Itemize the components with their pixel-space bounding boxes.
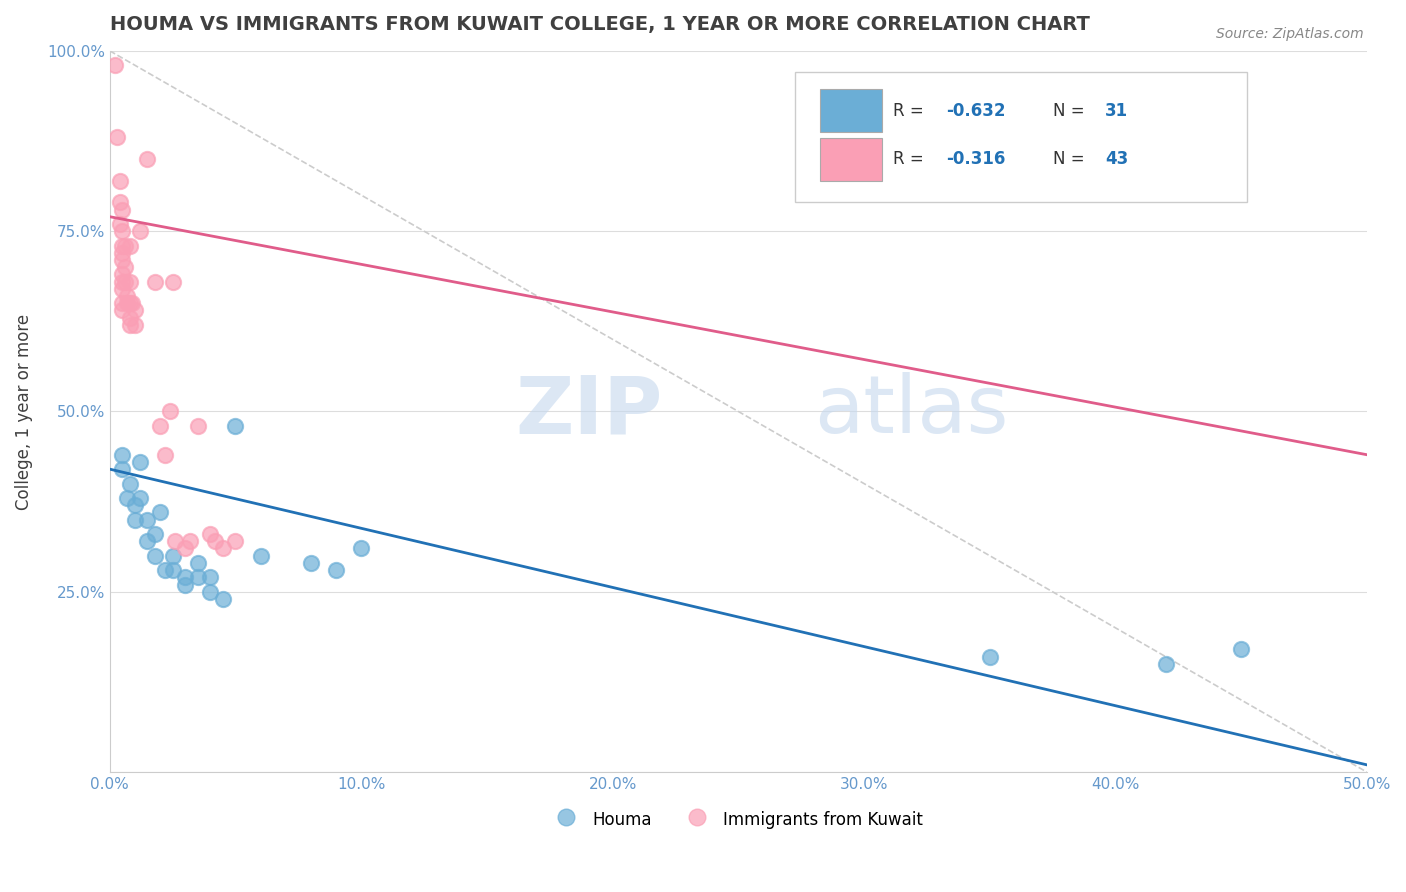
Point <box>1230 642 1253 657</box>
Point <box>212 591 235 606</box>
Point <box>111 268 134 282</box>
Point <box>143 527 166 541</box>
Point <box>118 318 141 332</box>
Text: -0.632: -0.632 <box>946 102 1005 120</box>
Point <box>149 418 172 433</box>
Point <box>117 296 139 310</box>
Point <box>117 491 139 505</box>
Point <box>118 238 141 252</box>
Point <box>118 310 141 325</box>
Point <box>111 238 134 252</box>
Point <box>118 476 141 491</box>
Point <box>979 649 1001 664</box>
Point <box>165 534 187 549</box>
Point <box>153 563 176 577</box>
Point <box>143 549 166 563</box>
Text: HOUMA VS IMMIGRANTS FROM KUWAIT COLLEGE, 1 YEAR OR MORE CORRELATION CHART: HOUMA VS IMMIGRANTS FROM KUWAIT COLLEGE,… <box>110 15 1090 34</box>
Point <box>111 448 134 462</box>
Point <box>124 498 146 512</box>
Point <box>204 534 226 549</box>
Point <box>200 584 222 599</box>
Point <box>136 534 159 549</box>
Point <box>114 238 136 252</box>
Point <box>118 275 141 289</box>
Point <box>124 318 146 332</box>
Legend: Houma, Immigrants from Kuwait: Houma, Immigrants from Kuwait <box>547 802 929 836</box>
Point <box>162 563 184 577</box>
Text: R =: R = <box>893 150 929 168</box>
Point <box>187 570 209 584</box>
Point <box>111 282 134 296</box>
Y-axis label: College, 1 year or more: College, 1 year or more <box>15 313 32 509</box>
Text: atlas: atlas <box>814 373 1008 450</box>
Point <box>117 289 139 303</box>
Point <box>187 418 209 433</box>
Point <box>174 577 197 591</box>
Point <box>350 541 373 556</box>
Point <box>108 217 131 231</box>
Point <box>111 296 134 310</box>
Point <box>299 556 322 570</box>
Point <box>136 513 159 527</box>
Point <box>111 275 134 289</box>
Point <box>129 455 152 469</box>
Text: 31: 31 <box>1105 102 1129 120</box>
Point <box>108 195 131 210</box>
Point <box>1154 657 1177 671</box>
Point <box>153 448 176 462</box>
Point <box>224 418 246 433</box>
Point <box>105 130 128 145</box>
Point <box>325 563 347 577</box>
FancyBboxPatch shape <box>820 89 882 132</box>
Point <box>162 549 184 563</box>
Point <box>200 570 222 584</box>
Point <box>111 224 134 238</box>
Point <box>149 505 172 519</box>
Point <box>200 527 222 541</box>
Point <box>212 541 235 556</box>
Point <box>187 556 209 570</box>
Point <box>124 303 146 318</box>
Point <box>179 534 201 549</box>
Point <box>174 541 197 556</box>
Text: Source: ZipAtlas.com: Source: ZipAtlas.com <box>1216 27 1364 41</box>
Text: -0.316: -0.316 <box>946 150 1005 168</box>
FancyBboxPatch shape <box>794 72 1247 202</box>
Point <box>159 404 181 418</box>
Point <box>108 174 131 188</box>
Text: N =: N = <box>1053 150 1090 168</box>
Point <box>174 570 197 584</box>
Point <box>118 296 141 310</box>
Point <box>111 252 134 267</box>
Point <box>111 202 134 217</box>
FancyBboxPatch shape <box>820 138 882 181</box>
Point <box>124 513 146 527</box>
Point <box>224 534 246 549</box>
Point <box>121 296 143 310</box>
Point <box>129 491 152 505</box>
Text: 43: 43 <box>1105 150 1129 168</box>
Point <box>104 58 127 72</box>
Point <box>129 224 152 238</box>
Text: ZIP: ZIP <box>516 373 662 450</box>
Point <box>136 152 159 166</box>
Point <box>114 260 136 275</box>
Point <box>114 275 136 289</box>
Point <box>143 275 166 289</box>
Point <box>111 245 134 260</box>
Text: R =: R = <box>893 102 929 120</box>
Point <box>162 275 184 289</box>
Point <box>111 303 134 318</box>
Point <box>111 462 134 476</box>
Point <box>249 549 271 563</box>
Text: N =: N = <box>1053 102 1090 120</box>
